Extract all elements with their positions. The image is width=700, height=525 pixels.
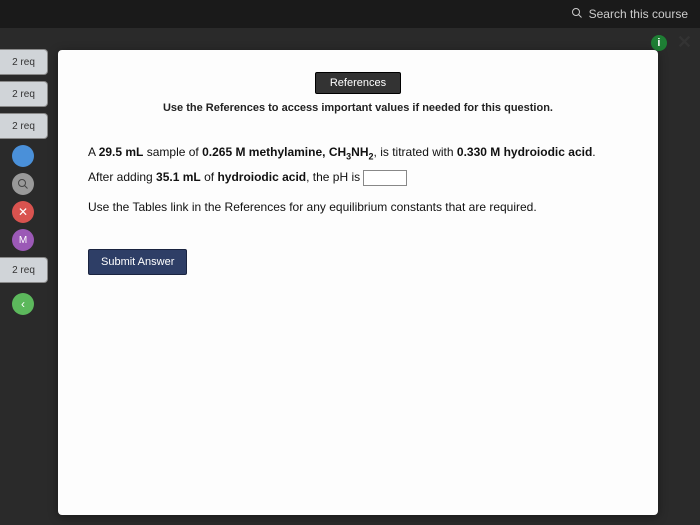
sidebar-tab[interactable]: 2 req [0, 49, 48, 75]
question-line-2: After adding 35.1 mL of hydroiodic acid,… [88, 165, 628, 189]
question-body: A 29.5 mL sample of 0.265 M methylamine,… [88, 140, 628, 219]
info-icon[interactable]: i [651, 35, 667, 51]
sidebar-tab[interactable]: 2 req [0, 257, 48, 283]
hint-icon[interactable] [12, 173, 34, 195]
question-line-3: Use the Tables link in the References fo… [88, 195, 628, 219]
question-panel: References Use the References to access … [58, 50, 658, 515]
next-icon[interactable]: ‹ [12, 293, 34, 315]
top-bar: Search this course [0, 0, 700, 28]
references-button[interactable]: References [315, 72, 401, 94]
top-right-controls: i ✕ [651, 32, 692, 53]
instruction-text: Use the References to access important v… [88, 102, 628, 114]
search-icon [571, 7, 583, 22]
progress-icon[interactable] [12, 145, 34, 167]
submit-answer-button[interactable]: Submit Answer [88, 249, 187, 275]
ph-input[interactable] [363, 170, 407, 186]
wrong-icon[interactable]: ✕ [12, 201, 34, 223]
close-icon[interactable]: ✕ [677, 32, 692, 53]
search-label[interactable]: Search this course [589, 7, 688, 21]
sidebar-tab[interactable]: 2 req [0, 113, 48, 139]
sidebar-tab[interactable]: 2 req [0, 81, 48, 107]
sidebar: 2 req 2 req 2 req ✕ M 2 req ‹ [0, 45, 48, 315]
question-line-1: A 29.5 mL sample of 0.265 M methylamine,… [88, 140, 628, 165]
marked-icon[interactable]: M [12, 229, 34, 251]
